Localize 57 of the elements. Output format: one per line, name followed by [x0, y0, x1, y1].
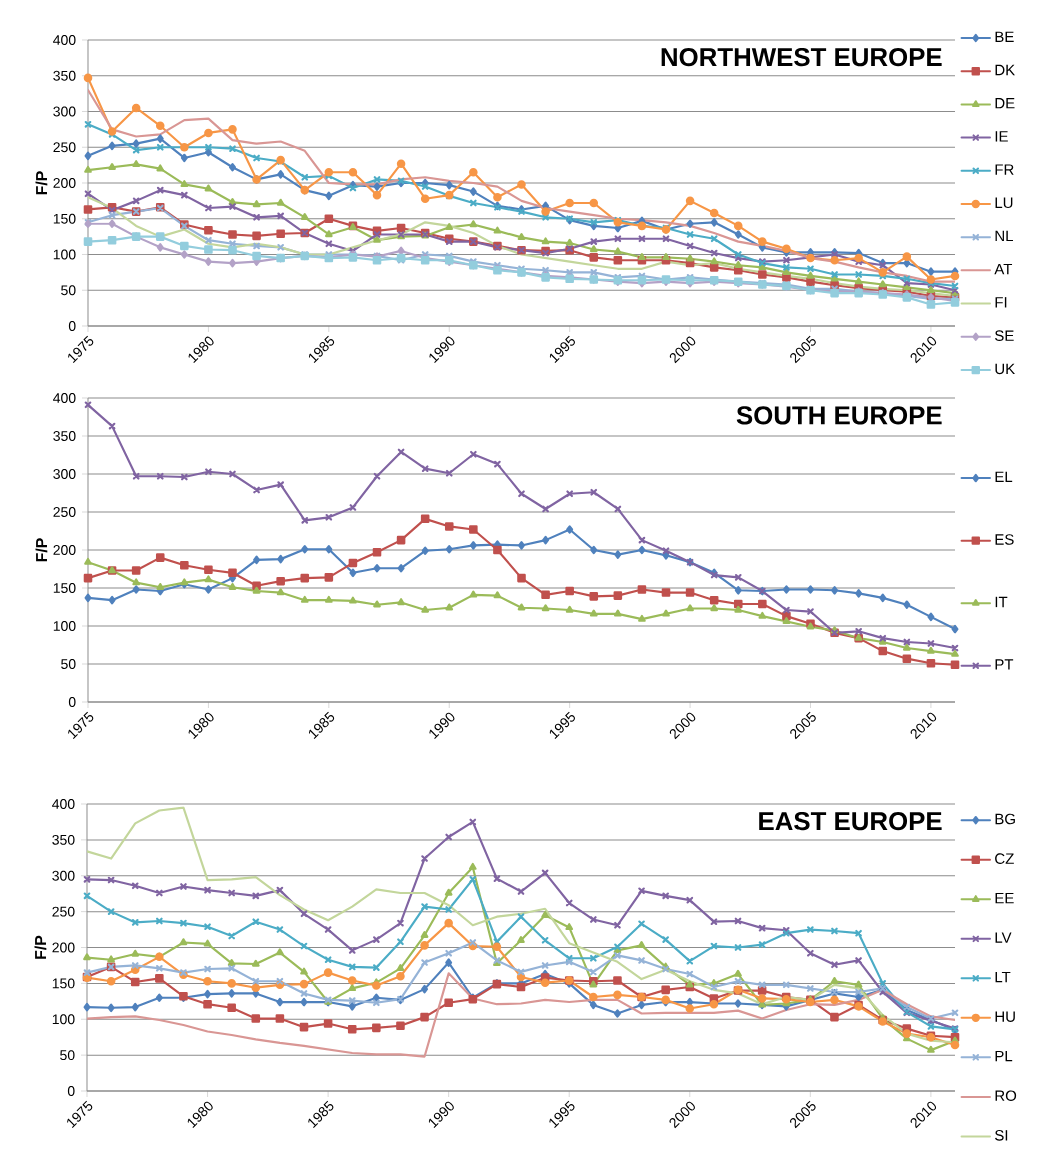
- y-tick-label: 300: [53, 106, 76, 117]
- y-tick-label: 200: [53, 545, 76, 555]
- y-tick-label: 400: [52, 799, 75, 809]
- legend-label: EE: [995, 892, 1014, 904]
- y-tick-label: 200: [52, 942, 75, 953]
- legend-label: AT: [994, 263, 1013, 275]
- legend-label: NL: [995, 230, 1013, 242]
- legend-label: BG: [995, 813, 1015, 825]
- y-tick-label: 150: [52, 978, 75, 989]
- y-tick-label: 100: [53, 249, 76, 260]
- y-tick-label: 0: [68, 321, 76, 331]
- y-tick-label: 0: [67, 1086, 75, 1096]
- legend-label: BE: [995, 31, 1014, 42]
- y-tick-label: 400: [53, 393, 76, 403]
- legend-label: RO: [995, 1090, 1017, 1102]
- y-tick-label: 400: [53, 35, 76, 45]
- y-tick-label: 0: [68, 697, 76, 707]
- legend-label: HU: [995, 1011, 1015, 1022]
- y-tick-label: 250: [53, 142, 76, 153]
- legend-label: FI: [995, 297, 1007, 308]
- y-tick-label: 350: [53, 70, 76, 81]
- y-tick-label: 350: [52, 834, 75, 845]
- y-tick-label: 300: [52, 870, 75, 881]
- chart-title: NORTHWEST EUROPE: [661, 47, 942, 67]
- y-tick-label: 250: [53, 507, 76, 517]
- legend-label: ES: [995, 534, 1014, 545]
- legend-label: CZ: [995, 853, 1014, 864]
- y-tick-label: 350: [53, 431, 76, 441]
- legend-label: DE: [995, 98, 1015, 109]
- legend-label: DK: [995, 64, 1015, 76]
- y-tick-label: 100: [53, 621, 76, 631]
- legend-label: SE: [995, 330, 1014, 341]
- legend-label: PL: [995, 1050, 1013, 1062]
- y-tick-label: 150: [53, 213, 76, 224]
- legend-label: IT: [995, 596, 1008, 608]
- legend-label: LU: [995, 197, 1013, 209]
- y-tick-label: 250: [52, 906, 75, 917]
- legend-label: UK: [995, 363, 1015, 375]
- chart-title: SOUTH EUROPE: [736, 406, 942, 425]
- legend-label: LT: [995, 971, 1011, 983]
- y-tick-label: 50: [60, 1050, 75, 1061]
- y-tick-label: 300: [53, 469, 76, 479]
- chart-title: EAST EUROPE: [759, 811, 942, 831]
- legend-label: SI: [995, 1130, 1008, 1141]
- y-tick-label: 100: [52, 1014, 75, 1025]
- y-axis-title: F/P: [35, 171, 48, 195]
- legend-label: IE: [995, 131, 1008, 142]
- y-axis-title: F/P: [34, 935, 47, 959]
- legend-label: PT: [995, 659, 1014, 670]
- y-axis-title: F/P: [35, 538, 48, 562]
- legend-label: LV: [995, 932, 1012, 943]
- y-tick-label: 150: [53, 583, 76, 593]
- y-tick-label: 200: [53, 178, 76, 188]
- legend-label: EL: [995, 471, 1013, 482]
- y-tick-label: 50: [61, 659, 76, 669]
- y-tick-label: 50: [61, 285, 76, 296]
- legend-label: FR: [995, 164, 1014, 175]
